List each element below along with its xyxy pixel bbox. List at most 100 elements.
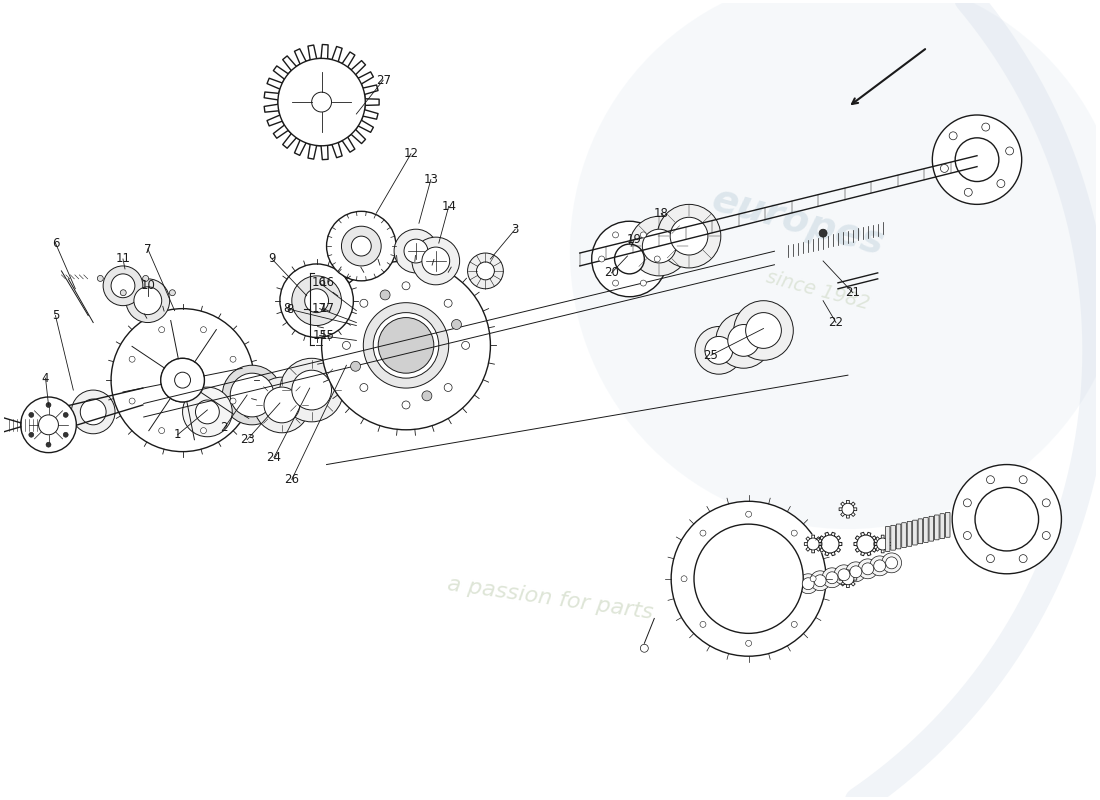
Text: 20: 20	[604, 266, 619, 279]
Circle shape	[846, 562, 866, 582]
Circle shape	[63, 413, 68, 418]
Circle shape	[640, 644, 648, 652]
Circle shape	[1043, 531, 1050, 539]
Circle shape	[1005, 147, 1013, 155]
Circle shape	[129, 356, 135, 362]
Circle shape	[143, 275, 148, 282]
Text: 21: 21	[846, 286, 860, 299]
Circle shape	[821, 535, 839, 553]
FancyBboxPatch shape	[902, 522, 906, 547]
Circle shape	[858, 559, 878, 578]
Circle shape	[799, 574, 818, 594]
FancyBboxPatch shape	[891, 526, 895, 550]
Circle shape	[670, 218, 708, 255]
Circle shape	[873, 560, 886, 572]
Text: a passion for parts: a passion for parts	[446, 574, 654, 623]
Circle shape	[640, 232, 647, 238]
Circle shape	[700, 622, 706, 627]
Circle shape	[103, 266, 143, 306]
Text: 23: 23	[240, 434, 254, 446]
Circle shape	[402, 282, 410, 290]
Circle shape	[222, 366, 282, 425]
Circle shape	[857, 535, 874, 553]
Polygon shape	[854, 532, 878, 556]
Text: 19: 19	[627, 233, 642, 246]
Text: 14: 14	[441, 200, 456, 213]
Circle shape	[746, 640, 751, 646]
Circle shape	[613, 232, 618, 238]
Circle shape	[39, 415, 58, 434]
Circle shape	[196, 400, 219, 424]
Circle shape	[949, 132, 957, 140]
Circle shape	[444, 299, 452, 307]
Text: 8: 8	[283, 302, 290, 315]
Circle shape	[360, 383, 367, 391]
Circle shape	[21, 397, 76, 453]
Circle shape	[870, 556, 890, 576]
Circle shape	[360, 299, 367, 307]
Circle shape	[658, 204, 720, 268]
Circle shape	[820, 229, 827, 237]
Circle shape	[671, 502, 826, 656]
Text: 27: 27	[376, 74, 390, 86]
Circle shape	[822, 568, 842, 588]
Circle shape	[46, 442, 51, 447]
Circle shape	[964, 531, 971, 539]
Text: 11: 11	[116, 253, 131, 266]
Text: 6: 6	[52, 237, 59, 250]
Circle shape	[161, 358, 205, 402]
FancyBboxPatch shape	[908, 522, 912, 546]
FancyBboxPatch shape	[930, 516, 934, 541]
FancyBboxPatch shape	[913, 520, 917, 545]
Circle shape	[476, 262, 494, 280]
Circle shape	[46, 402, 51, 407]
Circle shape	[412, 237, 460, 285]
Circle shape	[158, 326, 165, 333]
Circle shape	[877, 538, 889, 550]
Circle shape	[279, 264, 353, 338]
Circle shape	[850, 566, 861, 578]
Text: 1: 1	[174, 428, 182, 442]
Circle shape	[120, 290, 127, 296]
Text: 8: 8	[286, 302, 294, 316]
Circle shape	[886, 557, 898, 569]
Circle shape	[278, 58, 365, 146]
Circle shape	[1020, 554, 1027, 562]
Circle shape	[175, 372, 190, 388]
Circle shape	[882, 553, 902, 573]
Circle shape	[728, 325, 759, 356]
Circle shape	[997, 179, 1005, 187]
Circle shape	[126, 279, 169, 322]
Circle shape	[791, 622, 798, 627]
Circle shape	[987, 476, 994, 484]
Circle shape	[254, 377, 310, 433]
Circle shape	[451, 319, 461, 330]
Circle shape	[341, 226, 382, 266]
Circle shape	[700, 530, 706, 536]
Circle shape	[373, 313, 439, 378]
Circle shape	[615, 244, 645, 274]
FancyBboxPatch shape	[918, 519, 923, 544]
Circle shape	[129, 398, 135, 404]
Text: 13: 13	[424, 173, 438, 186]
FancyBboxPatch shape	[940, 514, 945, 538]
Circle shape	[802, 578, 814, 590]
Circle shape	[613, 280, 618, 286]
Circle shape	[230, 356, 236, 362]
Circle shape	[695, 326, 743, 374]
Text: 26: 26	[284, 473, 299, 486]
FancyBboxPatch shape	[896, 524, 901, 549]
Text: 2: 2	[220, 422, 228, 434]
Circle shape	[169, 290, 175, 296]
Circle shape	[975, 487, 1038, 551]
Text: 9: 9	[268, 253, 276, 266]
Circle shape	[694, 524, 803, 634]
Circle shape	[964, 499, 971, 506]
Text: 4: 4	[42, 372, 50, 385]
Circle shape	[29, 413, 34, 418]
Circle shape	[230, 373, 274, 417]
Circle shape	[705, 337, 733, 364]
Circle shape	[592, 222, 668, 297]
Circle shape	[292, 370, 331, 410]
Circle shape	[842, 503, 854, 515]
